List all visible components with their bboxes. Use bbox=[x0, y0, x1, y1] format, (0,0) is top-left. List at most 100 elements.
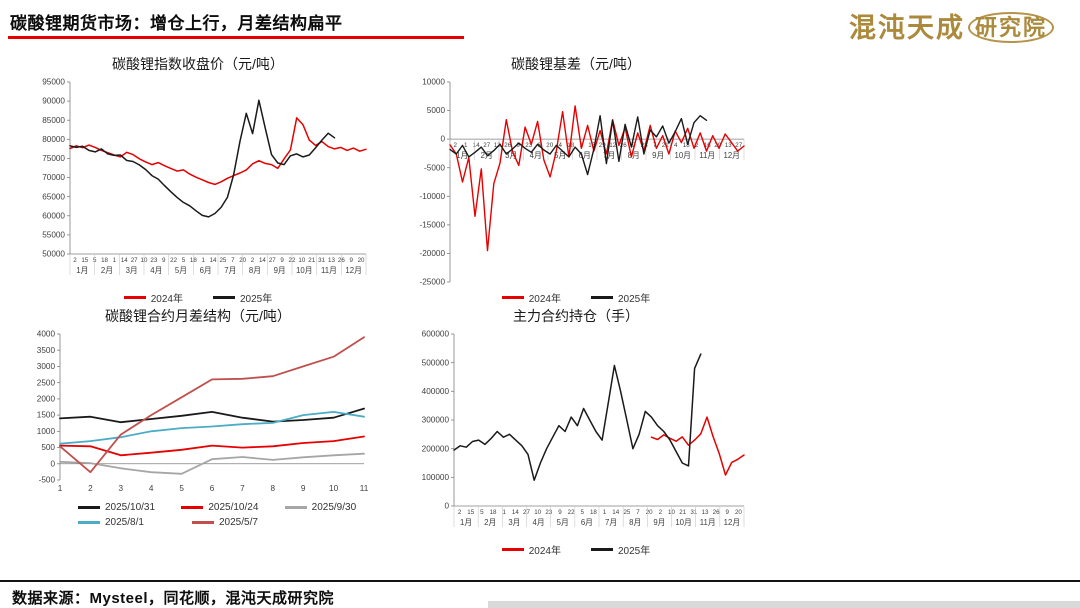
svg-text:4000: 4000 bbox=[37, 330, 56, 339]
svg-text:60000: 60000 bbox=[42, 211, 65, 220]
svg-text:5月: 5月 bbox=[557, 518, 569, 527]
svg-text:4: 4 bbox=[674, 142, 678, 149]
svg-text:2月: 2月 bbox=[484, 518, 496, 527]
svg-text:5: 5 bbox=[182, 257, 186, 264]
legend-label-2025930: 2025/9/30 bbox=[311, 502, 357, 513]
basis-chart: -25000 -20000 -15000 -10000 -5000 0 5000 10000 2… bbox=[420, 78, 745, 287]
svg-text:1: 1 bbox=[502, 509, 506, 516]
svg-text:23: 23 bbox=[525, 142, 532, 149]
legend-item-2025: 2025年 bbox=[591, 542, 650, 557]
title-underline bbox=[8, 36, 464, 39]
chart-panel-open-interest: 主力合约持仓（手） 0 100000 200000 300000 400000 50000… bbox=[400, 306, 752, 557]
svg-text:11月: 11月 bbox=[699, 151, 715, 160]
legend-item-20251024: 2025/10/24 bbox=[181, 502, 270, 513]
svg-text:2月: 2月 bbox=[101, 266, 113, 275]
legend-label-202557: 2025/5/7 bbox=[219, 517, 258, 528]
legend-label-2024: 2024年 bbox=[528, 546, 561, 557]
svg-text:31: 31 bbox=[318, 257, 325, 264]
svg-text:7: 7 bbox=[240, 484, 245, 493]
legend-item-202581: 2025/8/1 bbox=[78, 517, 178, 528]
legend-swatch-2025 bbox=[591, 548, 613, 551]
svg-text:20: 20 bbox=[735, 509, 742, 516]
svg-text:1: 1 bbox=[113, 257, 117, 264]
svg-text:20: 20 bbox=[546, 142, 553, 149]
svg-text:13: 13 bbox=[702, 509, 709, 516]
footer-divider bbox=[0, 580, 1080, 582]
legend-swatch-2024 bbox=[501, 296, 524, 299]
svg-text:27: 27 bbox=[735, 142, 742, 149]
svg-text:18: 18 bbox=[590, 509, 597, 516]
svg-text:1: 1 bbox=[58, 484, 63, 493]
svg-text:26: 26 bbox=[620, 142, 627, 149]
svg-text:13: 13 bbox=[328, 257, 335, 264]
svg-text:500: 500 bbox=[41, 443, 55, 452]
chart-panel-closing-price: 碳酸锂指数收盘价（元/吨） 50000 55000 60000 65000 70000 7… bbox=[22, 54, 374, 305]
svg-text:5: 5 bbox=[480, 509, 484, 516]
svg-text:2: 2 bbox=[251, 257, 255, 264]
legend-label-202581: 2025/8/1 bbox=[105, 517, 144, 528]
horizontal-scrollbar[interactable] bbox=[488, 601, 1080, 608]
svg-text:6月: 6月 bbox=[579, 151, 591, 160]
svg-text:50000: 50000 bbox=[42, 250, 65, 259]
svg-text:0: 0 bbox=[444, 502, 449, 511]
chart-title-month-spread: 碳酸锂合约月差结构（元/吨） bbox=[105, 308, 291, 324]
svg-text:3月: 3月 bbox=[126, 266, 138, 275]
svg-text:21: 21 bbox=[679, 509, 686, 516]
svg-text:14: 14 bbox=[259, 257, 266, 264]
svg-text:75000: 75000 bbox=[42, 154, 65, 163]
legend-item-2024: 2024年 bbox=[123, 290, 183, 305]
svg-text:10: 10 bbox=[298, 257, 305, 264]
legend-swatch-20251031 bbox=[78, 506, 100, 509]
svg-text:6月: 6月 bbox=[200, 266, 212, 275]
chart-title-closing-price: 碳酸锂指数收盘价（元/吨） bbox=[112, 56, 284, 72]
svg-text:9: 9 bbox=[301, 484, 306, 493]
svg-text:3000: 3000 bbox=[37, 362, 56, 371]
data-source: 数据来源：Mysteel，同花顺，混沌天成研究院 bbox=[12, 590, 335, 607]
svg-text:300000: 300000 bbox=[422, 416, 450, 425]
month-spread-chart: -500 0 500 1000 1500 2000 2500 3000 3500 4000 1 2 3 4… bbox=[37, 330, 369, 493]
chart-panel-month-spread: 碳酸锂合约月差结构（元/吨） -500 0 500 1000 1500 2000 2500 3… bbox=[22, 306, 374, 532]
legend-swatch-202557 bbox=[192, 521, 214, 524]
svg-text:7: 7 bbox=[636, 509, 640, 516]
svg-text:31: 31 bbox=[690, 509, 697, 516]
svg-text:70000: 70000 bbox=[42, 173, 65, 182]
legend-open-interest: 2024年 2025年 bbox=[400, 542, 752, 557]
svg-text:18: 18 bbox=[567, 142, 574, 149]
svg-text:18: 18 bbox=[101, 257, 108, 264]
svg-text:12月: 12月 bbox=[724, 518, 740, 527]
legend-basis: 2024年 2025年 bbox=[400, 290, 752, 305]
svg-text:27: 27 bbox=[483, 142, 490, 149]
legend-swatch-2025930 bbox=[284, 506, 307, 509]
svg-text:9月: 9月 bbox=[652, 151, 664, 160]
legend-month-spread: 2025/10/31 2025/10/24 2025/9/30 2025/8/1… bbox=[78, 502, 374, 528]
svg-text:10月: 10月 bbox=[296, 266, 312, 275]
svg-text:20: 20 bbox=[646, 509, 653, 516]
legend-row-1: 2025/10/31 2025/10/24 2025/9/30 bbox=[78, 502, 374, 513]
svg-text:26: 26 bbox=[504, 142, 511, 149]
svg-text:4月: 4月 bbox=[533, 518, 545, 527]
svg-text:11: 11 bbox=[360, 484, 369, 493]
svg-text:6: 6 bbox=[210, 484, 215, 493]
svg-text:10: 10 bbox=[329, 484, 339, 493]
svg-text:2500: 2500 bbox=[37, 378, 56, 387]
svg-text:7月: 7月 bbox=[224, 266, 236, 275]
svg-text:7月: 7月 bbox=[605, 518, 617, 527]
svg-text:14: 14 bbox=[121, 257, 128, 264]
svg-text:-5000: -5000 bbox=[424, 163, 445, 172]
chart-panel-basis: 碳酸锂基差（元/吨） -25000 -20000 -15000 -10000 -5000… bbox=[400, 54, 752, 305]
svg-text:1月: 1月 bbox=[76, 266, 88, 275]
svg-text:10月: 10月 bbox=[675, 518, 691, 527]
svg-text:13: 13 bbox=[725, 142, 732, 149]
svg-text:5: 5 bbox=[581, 509, 585, 516]
svg-text:-10000: -10000 bbox=[420, 192, 446, 201]
svg-text:200000: 200000 bbox=[422, 444, 450, 453]
legend-label-2024: 2024年 bbox=[528, 294, 561, 305]
svg-text:14: 14 bbox=[612, 509, 619, 516]
svg-text:27: 27 bbox=[269, 257, 276, 264]
svg-text:600000: 600000 bbox=[422, 330, 450, 339]
company-logo: 混沌天成 研究院 bbox=[849, 6, 1054, 45]
legend-closing-price: 2024年 2025年 bbox=[22, 290, 374, 305]
legend-item-20251031: 2025/10/31 bbox=[78, 502, 167, 513]
svg-text:3: 3 bbox=[119, 484, 124, 493]
svg-text:2: 2 bbox=[659, 509, 663, 516]
